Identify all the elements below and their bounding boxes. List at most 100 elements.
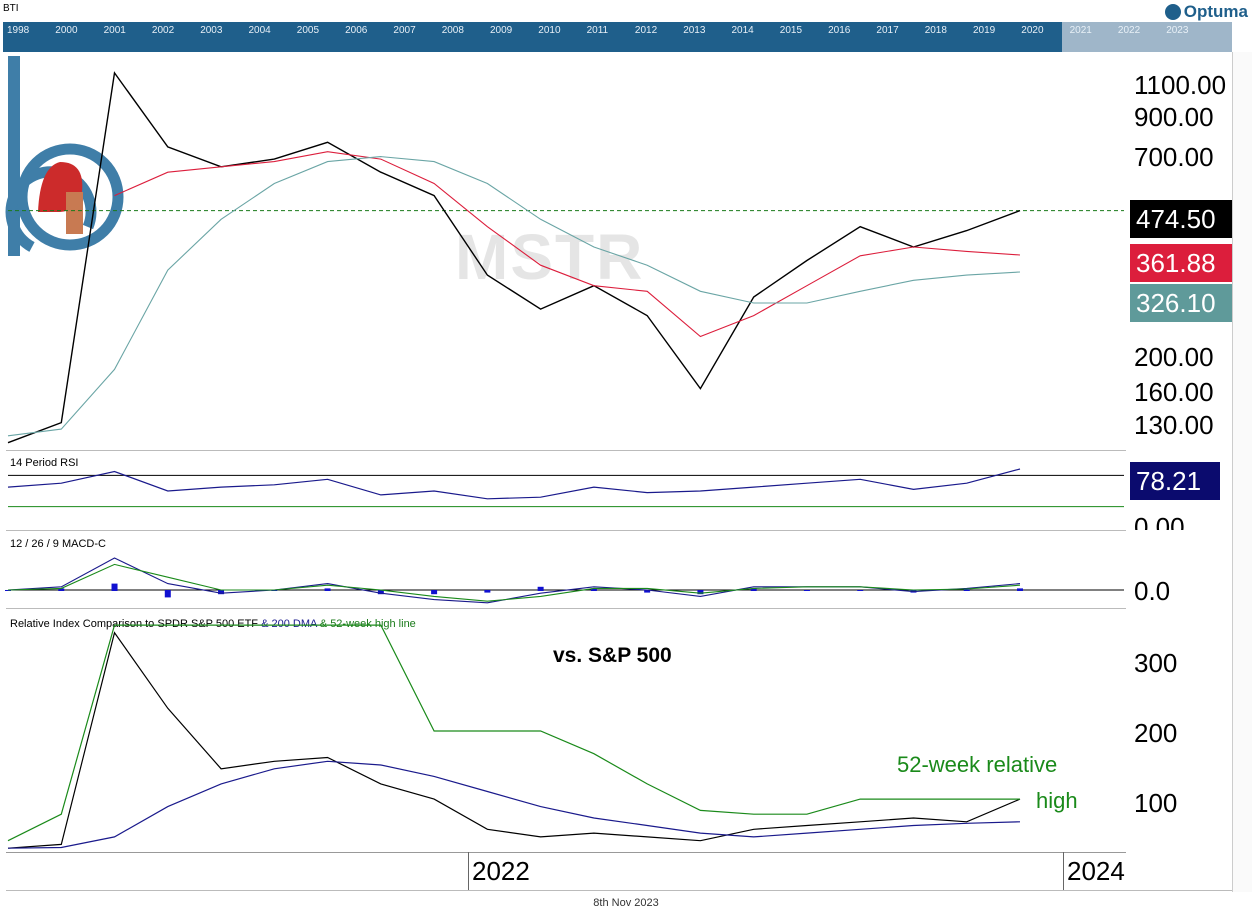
macd-axis: 0.0	[1130, 532, 1232, 608]
price-axis-label: 200.00	[1134, 342, 1214, 372]
macd-histogram-bar	[1017, 588, 1023, 591]
relative-200dma-line	[7, 760, 1021, 849]
x-tick	[468, 852, 469, 890]
overview-year-label: 2002	[151, 25, 175, 36]
rsi-value-tag: 78.21	[1130, 462, 1220, 500]
price-axis-label: 900.00	[1134, 102, 1214, 132]
macd-histogram-bar	[377, 590, 384, 595]
overview-year-label: 2016	[828, 25, 851, 36]
relative-axis-label: 300	[1134, 648, 1178, 678]
macd-histogram-bar	[58, 588, 65, 591]
publisher-logo-icon	[5, 56, 124, 256]
macd-histogram-bar	[590, 588, 597, 591]
relative-pane[interactable]	[6, 610, 1126, 853]
overview-year-label: 2014	[731, 25, 754, 36]
price-axis-label: 160.00	[1134, 377, 1214, 407]
overview-year-label: 2015	[779, 25, 803, 36]
rsi-title: 14 Period RSI	[10, 457, 79, 469]
macd-histogram-bar	[218, 590, 225, 595]
macd-histogram-bar	[803, 590, 810, 591]
macd-histogram-bar	[697, 590, 704, 595]
overview-year-label: 2017	[876, 25, 899, 36]
overview-year-label: 2022	[1117, 25, 1141, 36]
macd-histogram-bar	[963, 589, 970, 591]
52w-annotation-line2: high	[1036, 788, 1078, 813]
relative-axis-label: 200	[1134, 718, 1178, 748]
overview-year-label: 2008	[441, 25, 464, 36]
symbol-watermark: MSTR	[455, 221, 645, 293]
right-scroll-bar[interactable]	[1232, 52, 1252, 892]
macd-title: 12 / 26 / 9 MACD-C	[10, 538, 106, 550]
overview-year-label: 2007	[393, 25, 416, 36]
overview-year-label: 1998	[7, 25, 30, 36]
relative-title: Relative Index Comparison to SPDR S&P 50…	[10, 618, 416, 630]
price-pane[interactable]	[6, 52, 1126, 451]
macd-line	[7, 557, 1021, 604]
optuma-logo-icon	[1164, 4, 1181, 20]
overview-year-label: 2018	[924, 25, 947, 36]
footer-date: 8th Nov 2023	[593, 897, 659, 909]
x-axis-label: 2024	[1067, 856, 1125, 886]
x-axis-label: 2022	[472, 856, 530, 886]
long-ma-tag: 326.10	[1130, 284, 1232, 322]
macd-histogram-bar	[537, 586, 544, 591]
price-axis-label: 130.00	[1134, 410, 1214, 440]
brand-name: Optuma	[1183, 2, 1248, 21]
macd-pane[interactable]	[6, 532, 1126, 609]
vs-sp500-annotation: vs. S&P 500	[553, 644, 672, 667]
macd-histogram-bar	[857, 590, 864, 591]
overview-year-label: 2003	[200, 25, 223, 36]
ticker-label: BTI	[3, 3, 19, 14]
overview-navigator[interactable]: 1998 2000 2001 2002 2003 2004 2005 2006 2007 2008…	[3, 22, 1232, 52]
macd-axis-label: 0.0	[1134, 576, 1171, 606]
x-axis: 2022 2024	[6, 852, 1232, 891]
macd-histogram-bar	[484, 590, 491, 593]
x-tick	[1063, 852, 1064, 890]
overview-year-label: 2001	[103, 25, 126, 36]
price-axis-label: 700.00	[1134, 142, 1214, 172]
relative-title-main: Relative Index Comparison to SPDR S&P 50…	[10, 618, 259, 630]
relative-title-52w: & 52-week high line	[319, 618, 416, 630]
rsi-pane[interactable]	[6, 452, 1126, 531]
overview-year-label: 2020	[1021, 25, 1044, 36]
price-series-line	[7, 71, 1021, 444]
macd-histogram-bar	[644, 590, 651, 593]
relative-title-dma: & 200 DMA	[261, 618, 317, 630]
macd-histogram-bar	[164, 590, 171, 598]
52w-annotation-line1: 52-week relative	[897, 752, 1058, 777]
overview-year-label: 2021	[1069, 25, 1092, 36]
rsi-axis: 78.21 0.00	[1130, 452, 1232, 530]
short-ma-line	[114, 151, 1021, 338]
macd-histogram-bar	[5, 590, 11, 591]
last-price-tag: 474.50	[1130, 200, 1232, 238]
overview-year-label: 2010	[538, 25, 561, 36]
overview-year-label: 2009	[490, 25, 513, 36]
overview-year-label: 2013	[683, 25, 706, 36]
price-axis-label: 1100.00	[1134, 70, 1227, 100]
macd-histogram-bar	[431, 590, 438, 595]
macd-histogram-bar	[111, 583, 118, 591]
rsi-axis-label: 0.00	[1134, 514, 1185, 530]
relative-axis: 300 200 100	[1130, 610, 1232, 852]
brand-logo: Optuma	[1164, 2, 1248, 22]
relative-axis-label: 100	[1134, 788, 1178, 818]
overview-year-label: 2012	[634, 25, 658, 36]
overview-future-shade	[1062, 22, 1232, 52]
overview-year-label: 2023	[1166, 25, 1189, 36]
overview-year-label: 2000	[55, 25, 78, 36]
relative-52w-high-line	[7, 624, 1020, 842]
price-axis: 1100.00 900.00 700.00 200.00 160.00 130.…	[1130, 52, 1232, 450]
short-ma-tag: 361.88	[1130, 244, 1232, 282]
relative-index-line	[7, 631, 1021, 849]
overview-year-label: 2019	[973, 25, 996, 36]
overview-year-label: 2011	[586, 25, 609, 36]
macd-histogram-bar	[750, 588, 757, 591]
header-strip: BTI Optuma	[0, 0, 1252, 22]
macd-signal-line	[7, 563, 1021, 602]
long-ma-line	[7, 156, 1021, 437]
overview-year-label: 2006	[345, 25, 368, 36]
rsi-line	[7, 468, 1021, 500]
macd-histogram-bar	[324, 588, 331, 591]
overview-year-label: 2004	[248, 25, 271, 36]
